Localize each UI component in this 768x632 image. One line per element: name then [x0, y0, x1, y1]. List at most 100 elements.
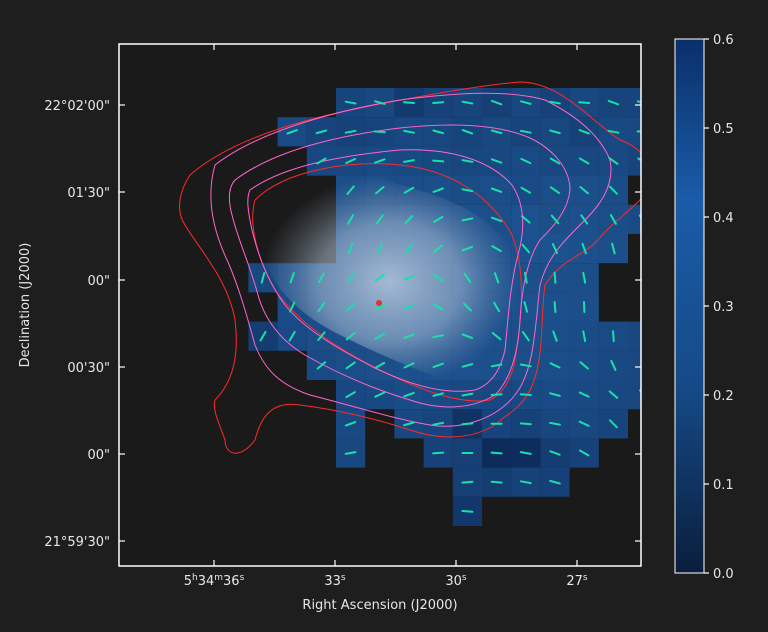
polarization-vector: [461, 333, 474, 339]
polarization-vector: [668, 187, 676, 193]
polarization-vector: [607, 99, 620, 106]
polarization-vector: [432, 187, 444, 193]
polarization-vector: [610, 359, 617, 371]
colorbar-tick-label: 0.4: [713, 211, 734, 226]
polarization-vector: [578, 101, 591, 104]
polarization-vector: [344, 129, 357, 134]
polarization-vector: [289, 301, 296, 313]
polarization-vector: [374, 158, 386, 164]
polarization-vector: [549, 392, 561, 397]
x-tick-label: 30s: [445, 573, 467, 589]
polarization-vector: [578, 391, 590, 398]
y-tick-label: 00": [87, 448, 110, 463]
polarization-vector: [344, 421, 357, 427]
polarization-vector: [549, 186, 561, 195]
polarization-vector: [582, 330, 587, 343]
polarization-vector: [404, 243, 414, 254]
polarization-vector: [346, 273, 355, 283]
contour-pink-2: [228, 124, 571, 408]
polarization-vector: [345, 332, 356, 341]
plot-frame: [118, 43, 642, 567]
polarization-vector: [432, 159, 445, 163]
polarization-vector: [345, 361, 356, 370]
polarization-vector: [519, 451, 532, 455]
polarization-vector: [461, 100, 474, 105]
polarization-vector: [579, 361, 589, 370]
contour-pink-1: [210, 92, 612, 427]
polarization-vector: [461, 392, 474, 397]
nebula-image: [260, 174, 520, 389]
polarization-vector: [374, 100, 386, 105]
polarization-vector: [553, 271, 557, 284]
polarization-vector: [346, 302, 356, 312]
polarization-vector: [612, 330, 615, 343]
grid-cell: [628, 380, 641, 410]
grid-cell: [628, 204, 641, 234]
polarization-vector: [403, 421, 415, 427]
polarization-vector: [520, 186, 532, 194]
x-tick-label: 33s: [324, 573, 346, 589]
polarization-vector: [637, 157, 641, 162]
colorbar-tick-labels: 0.6 0.5 0.4 0.3 0.2 0.1 0.0: [713, 33, 734, 582]
polarization-vector: [461, 422, 474, 426]
polarization-vector: [636, 130, 641, 133]
polarization-vector: [549, 362, 561, 369]
colorbar-tick-label: 0.1: [713, 478, 734, 493]
polarization-vector: [519, 393, 532, 396]
polarization-vector: [289, 272, 295, 284]
polarization-vector: [461, 217, 474, 222]
polarization-vector: [345, 391, 356, 399]
colorbar-ticks: [704, 38, 709, 574]
polarization-vector: [552, 330, 558, 342]
polarization-vector: [608, 390, 619, 399]
polarization-vector: [553, 301, 557, 313]
polarization-vector: [461, 510, 474, 513]
grid-cell: [628, 117, 641, 147]
polarization-vector: [549, 100, 561, 105]
polarization-vector: [403, 159, 415, 163]
y-tick-label: 22°02'00": [44, 99, 110, 114]
polarization-vector: [403, 333, 415, 339]
polarization-vector: [432, 392, 444, 397]
polarization-vector: [523, 301, 529, 313]
grid-cell: [628, 321, 641, 351]
polarization-vector: [433, 273, 444, 282]
polarization-vector: [376, 243, 383, 255]
x-tick-label: 27s: [566, 573, 588, 589]
polarization-vector: [403, 101, 415, 104]
polarization-vector: [549, 129, 561, 135]
polarization-vector: [317, 272, 325, 284]
x-tick-labels: 5h34m36s 33s 30s 27s: [184, 573, 588, 589]
polarization-vector: [432, 362, 444, 369]
polarization-vector: [582, 271, 587, 284]
polarization-vector: [608, 419, 618, 429]
polarization-vector: [608, 185, 618, 195]
polarization-vector: [260, 272, 266, 284]
polarization-vector: [490, 363, 503, 368]
x-axis-label: Right Ascension (J2000): [302, 598, 457, 613]
y-tick-labels: 22°02'00" 01'30" 00" 00'30" 00" 21°59'30…: [44, 99, 110, 550]
polarization-vector: [403, 362, 415, 369]
polarization-vector: [551, 243, 559, 255]
polarization-vector: [519, 422, 532, 426]
polarization-vector: [347, 214, 355, 225]
polarization-vector: [578, 420, 590, 427]
polarization-vector: [491, 332, 502, 341]
grid-cell: [628, 350, 641, 380]
polarization-vector: [521, 243, 530, 254]
polarization-vector: [317, 331, 326, 341]
pulsar-marker: [376, 300, 382, 306]
polarization-vector: [608, 157, 619, 165]
polarization-vector: [347, 242, 354, 255]
polarization-vector: [519, 363, 532, 368]
polarization-vector: [493, 301, 501, 313]
polarization-vector: [461, 480, 474, 484]
polarization-vector: [578, 449, 590, 457]
polarization-vector: [549, 450, 561, 456]
polarization-vector: [259, 330, 267, 342]
polarization-vector: [611, 242, 616, 255]
colorbar-tick-label: 0.2: [713, 389, 734, 404]
polarization-vector: [344, 451, 357, 455]
polarization-vector: [461, 188, 474, 193]
